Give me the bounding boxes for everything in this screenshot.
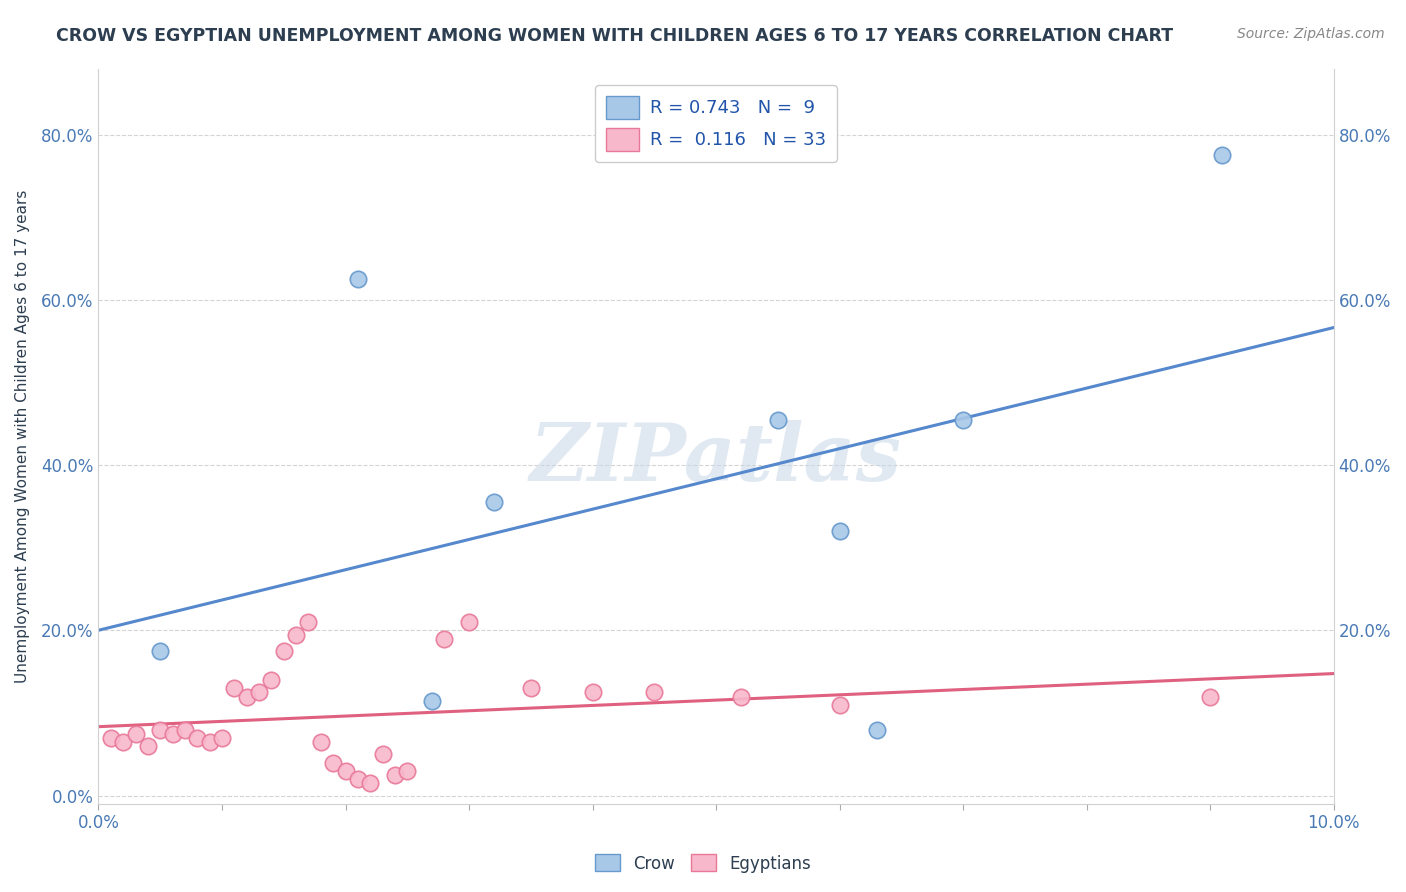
Point [309,735,332,749]
Point [174,723,197,737]
Point [198,735,221,749]
Point [730,690,752,704]
Point [865,723,887,737]
Text: ZIPatlas: ZIPatlas [530,419,903,497]
Point [211,731,233,745]
Y-axis label: Unemployment Among Women with Children Ages 6 to 17 years: Unemployment Among Women with Children A… [15,190,30,683]
Point [581,685,603,699]
Point [1211,148,1233,162]
Point [136,739,159,753]
Point [520,681,543,696]
Point [149,723,172,737]
Point [100,731,122,745]
Point [149,644,172,658]
Point [347,772,370,787]
Point [359,776,381,790]
Point [247,685,270,699]
Legend: Crow, Egyptians: Crow, Egyptians [588,847,818,880]
Point [371,747,394,762]
Point [112,735,135,749]
Text: CROW VS EGYPTIAN UNEMPLOYMENT AMONG WOMEN WITH CHILDREN AGES 6 TO 17 YEARS CORRE: CROW VS EGYPTIAN UNEMPLOYMENT AMONG WOME… [56,27,1174,45]
Point [828,698,851,712]
Legend: R = 0.743   N =  9, R =  0.116   N = 33: R = 0.743 N = 9, R = 0.116 N = 33 [596,85,837,162]
Point [297,615,319,630]
Point [273,644,295,658]
Point [162,727,184,741]
Text: Source: ZipAtlas.com: Source: ZipAtlas.com [1237,27,1385,41]
Point [285,627,308,641]
Point [952,413,974,427]
Point [124,727,146,741]
Point [396,764,419,778]
Point [322,756,344,770]
Point [433,632,456,646]
Point [828,524,851,539]
Point [643,685,665,699]
Point [347,272,370,286]
Point [482,495,505,509]
Point [766,413,789,427]
Point [235,690,257,704]
Point [335,764,357,778]
Point [384,768,406,782]
Point [224,681,246,696]
Point [458,615,481,630]
Point [1199,690,1222,704]
Point [186,731,208,745]
Point [260,673,283,687]
Point [420,694,443,708]
